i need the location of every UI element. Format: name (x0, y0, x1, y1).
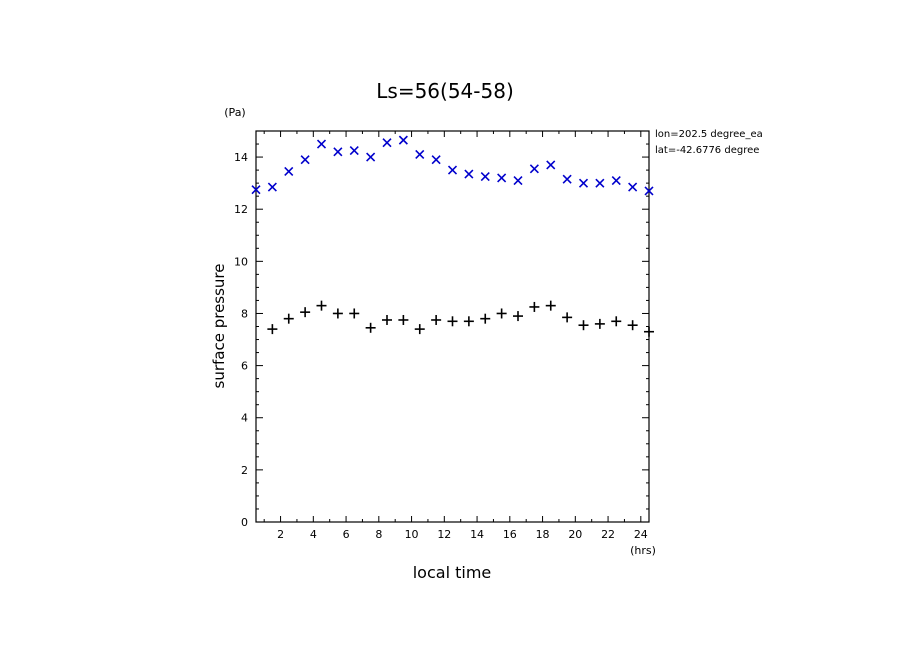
y-tick-label: 4 (241, 412, 248, 425)
x-marker (398, 135, 408, 145)
plus-marker (414, 324, 425, 335)
x-unit-label: (hrs) (630, 544, 656, 557)
plus-marker (594, 318, 605, 329)
y-axis-label: surface pressure (210, 264, 228, 389)
plus-marker (382, 314, 392, 325)
x-marker (415, 149, 425, 160)
plus-marker (365, 322, 376, 333)
y-tick-label: 0 (241, 516, 248, 529)
x-marker (284, 166, 294, 176)
plus-marker (431, 314, 442, 325)
x-tick-label: 2 (277, 528, 284, 541)
annotation-lon: lon=202.5 degree_ea (655, 129, 763, 140)
plus-marker (332, 308, 343, 319)
x-marker (333, 147, 343, 157)
x-marker (513, 175, 523, 186)
plus-marker (349, 308, 360, 319)
plus-marker (529, 301, 540, 312)
x-tick-label: 16 (503, 528, 517, 541)
plus-marker (398, 314, 409, 325)
plus-marker (513, 311, 523, 322)
x-tick-label: 20 (568, 528, 582, 541)
plus-marker (578, 320, 589, 331)
x-marker (267, 182, 277, 192)
x-marker (366, 152, 376, 162)
x-marker (628, 182, 638, 192)
x-tick-label: 22 (601, 528, 615, 541)
x-marker (595, 178, 605, 188)
plus-marker (644, 326, 654, 337)
x-tick-label: 4 (310, 528, 317, 541)
plus-marker (283, 313, 294, 324)
x-tick-label: 10 (405, 528, 419, 541)
x-tick-label: 6 (343, 528, 350, 541)
plus-marker (463, 316, 474, 327)
y-tick-label: 6 (241, 360, 248, 373)
plus-marker (480, 313, 491, 324)
y-tick-label: 12 (234, 203, 248, 216)
x-marker (447, 165, 458, 175)
data-markers (251, 135, 654, 337)
x-marker (382, 138, 392, 148)
x-marker (300, 155, 310, 165)
x-tick-label: 12 (437, 528, 451, 541)
plus-marker (496, 308, 507, 319)
plus-marker (611, 316, 622, 327)
annotation-lat: lat=-42.6776 degree (655, 145, 759, 156)
x-marker (251, 185, 261, 195)
x-tick-label: 8 (375, 528, 382, 541)
plus-marker (545, 300, 556, 311)
x-marker (529, 164, 539, 174)
x-marker (644, 186, 654, 196)
y-tick-label: 10 (234, 255, 248, 268)
plus-marker (267, 324, 278, 335)
plus-marker (300, 307, 311, 318)
x-marker (562, 174, 572, 184)
x-marker (316, 139, 327, 149)
plus-marker (562, 312, 573, 323)
x-marker (431, 155, 441, 165)
x-marker (349, 145, 359, 156)
x-marker (480, 172, 490, 182)
x-tick-label: 18 (536, 528, 550, 541)
y-unit-label: (Pa) (224, 106, 245, 119)
y-tick-label: 2 (241, 464, 248, 477)
x-marker (578, 178, 589, 188)
x-marker (611, 175, 621, 186)
y-tick-label: 14 (234, 151, 248, 164)
x-marker (546, 160, 556, 170)
chart-title: Ls=56(54-58) (376, 79, 514, 103)
plus-marker (627, 320, 638, 331)
plus-marker (316, 300, 327, 311)
plot-frame (255, 130, 650, 523)
y-tick-label: 8 (241, 307, 248, 320)
x-axis-label: local time (413, 563, 492, 582)
x-tick-label: 24 (634, 528, 648, 541)
x-marker (497, 173, 507, 183)
x-marker (464, 169, 474, 179)
x-tick-label: 14 (470, 528, 484, 541)
plus-marker (447, 316, 458, 327)
